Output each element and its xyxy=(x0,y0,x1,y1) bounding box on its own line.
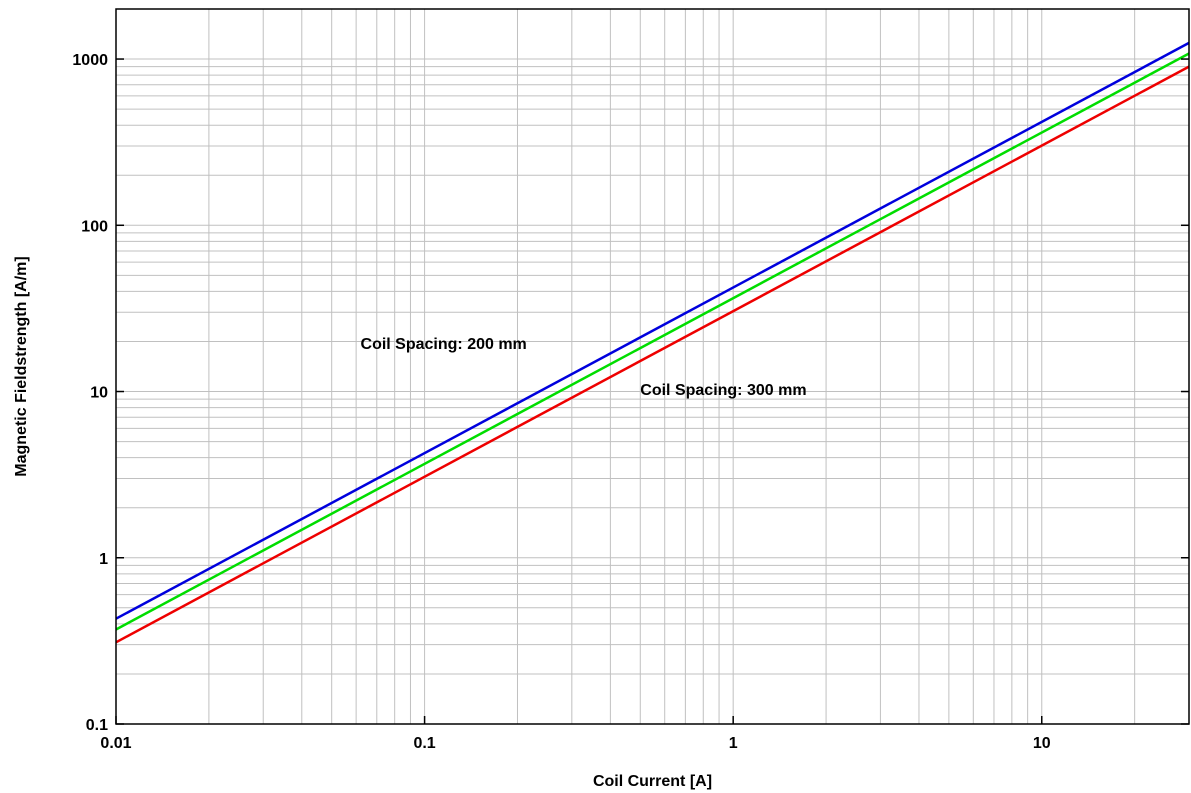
y-tick-label: 0.1 xyxy=(86,717,108,734)
plot-frame xyxy=(115,8,1190,725)
y-axis-title: Magnetic Fieldstrength [A/m] xyxy=(13,256,30,476)
x-tick-label: 0.1 xyxy=(413,735,435,752)
annotations: Coil Spacing: 200 mm Coil Spacing: 300 mm xyxy=(361,336,807,399)
x-tick-label: 10 xyxy=(1033,735,1051,752)
series-layer xyxy=(115,41,1190,644)
y-tick-label: 100 xyxy=(81,218,108,235)
series-line-2 xyxy=(115,52,1190,631)
x-tick-label: 0.01 xyxy=(100,735,131,752)
series-line-3 xyxy=(115,65,1190,644)
annotation-1: Coil Spacing: 200 mm xyxy=(361,336,527,353)
y-tick-label: 1000 xyxy=(72,52,108,69)
x-axis-title: Coil Current [A] xyxy=(593,773,712,790)
y-tick-label: 10 xyxy=(90,385,108,402)
y-tick-label: 1 xyxy=(99,551,108,568)
x-tick-label: 1 xyxy=(729,735,738,752)
annotation-2: Coil Spacing: 300 mm xyxy=(640,382,806,399)
grid xyxy=(115,8,1190,725)
series-line-1 xyxy=(115,41,1190,620)
